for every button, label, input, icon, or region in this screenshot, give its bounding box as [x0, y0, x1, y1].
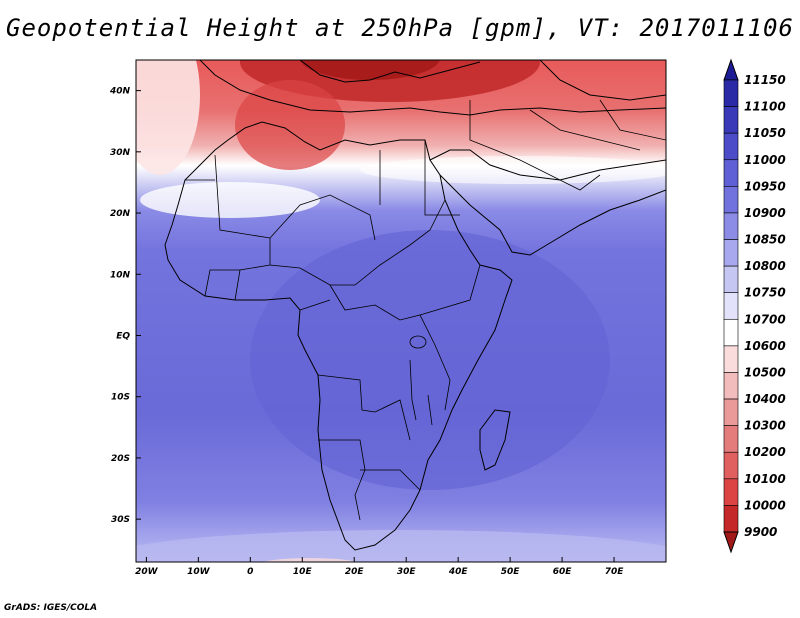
colorbar-segment	[723, 292, 739, 320]
colorbar-label: 10600	[744, 339, 786, 353]
colorbar-label: 11100	[744, 100, 786, 114]
colorbar-label: 10900	[744, 206, 786, 220]
lat-tick-label: 30N	[110, 148, 131, 158]
map-frame	[135, 59, 667, 563]
lat-tick-label: 10N	[110, 270, 131, 280]
colorbar-label: 10750	[744, 286, 786, 300]
height-field	[136, 60, 666, 562]
lat-tick-label: 10S	[111, 393, 130, 403]
colorbar-segment	[723, 345, 739, 373]
colorbar-label: 10700	[744, 312, 786, 326]
lon-tick-label: 60E	[553, 567, 573, 577]
colorbar-label: 10300	[744, 419, 786, 433]
colorbar-min-arrow	[723, 531, 739, 554]
lon-tick-label: 20E	[345, 567, 365, 577]
lat-tick-label: 30S	[111, 515, 130, 525]
colorbar: 9900 10000 10100 10200 10300 10400 10500 10600 1…	[723, 58, 786, 554]
colorbar-segment	[723, 478, 739, 506]
colorbar-label: 10000	[744, 498, 786, 512]
lat-tick-label: 40N	[109, 87, 131, 97]
colorbar-label: 10850	[744, 233, 786, 247]
lat-tick-label: EQ	[116, 331, 130, 341]
colorbar-segment	[723, 398, 739, 426]
lat-tick-label: 20S	[111, 454, 130, 464]
colorbar-segment	[723, 212, 739, 240]
colorbar-label: 11000	[744, 153, 786, 167]
colorbar-segment	[723, 425, 739, 453]
colorbar-label: 11050	[744, 126, 786, 140]
longitude-axis: 20W 10W 0 10E 20E 30E 40E 50E 60E 70E	[135, 557, 624, 577]
lon-tick-label: 20W	[135, 567, 159, 577]
colorbar-segment	[723, 372, 739, 400]
lon-tick-label: 10W	[187, 567, 211, 577]
chart-title: Geopotential Height at 250hPa [gpm], VT:…	[6, 14, 794, 42]
colorbar-label: 10400	[744, 392, 786, 406]
grads-credit: GrADS: IGES/COLA	[4, 603, 98, 613]
lon-tick-label: 70E	[605, 567, 625, 577]
colorbar-label: 10200	[744, 445, 786, 459]
country-borders	[185, 99, 666, 521]
lat-tick-label: 20N	[110, 209, 131, 219]
colorbar-label: 9900	[744, 525, 777, 539]
colorbar-label: 10950	[744, 179, 786, 193]
lon-tick-label: 50E	[501, 567, 521, 577]
latitude-axis: 40N 30N 20N 10N EQ 10S 20S 30S	[109, 87, 141, 525]
colorbar-label: 11150	[744, 73, 786, 87]
colorbar-segment	[723, 186, 739, 214]
lon-tick-label: 30E	[397, 567, 417, 577]
colorbar-segment	[723, 451, 739, 480]
colorbar-segment	[723, 79, 739, 107]
lon-tick-label: 10E	[293, 567, 313, 577]
colorbar-label: 10100	[744, 472, 786, 486]
colorbar-max-arrow	[723, 58, 739, 81]
colorbar-segment	[723, 318, 739, 347]
lakes	[409, 335, 433, 426]
colorbar-segment	[723, 239, 739, 267]
colorbar-label: 10800	[744, 259, 786, 273]
lon-tick-label: 0	[247, 567, 253, 577]
colorbar-segment	[723, 132, 739, 161]
colorbar-segment	[723, 505, 739, 533]
colorbar-segment	[723, 159, 739, 187]
lon-tick-label: 40E	[448, 567, 469, 577]
colorbar-segment	[723, 265, 739, 294]
colorbar-label: 10500	[744, 365, 786, 379]
coastlines	[164, 60, 666, 551]
colorbar-segment	[723, 106, 739, 134]
